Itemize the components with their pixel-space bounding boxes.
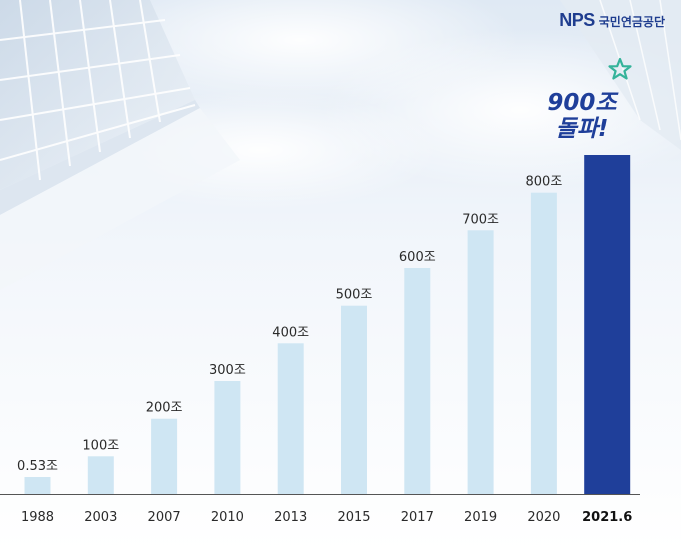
x-tick-2010: 2010: [211, 510, 244, 525]
brand-name: 국민연금공단: [598, 15, 665, 29]
x-tick-2007: 2007: [148, 510, 181, 525]
bar-2019: [467, 230, 494, 495]
x-tick-2017: 2017: [401, 510, 434, 525]
x-tick-2013: 2013: [274, 510, 307, 525]
value-label-2019: 700조: [462, 212, 499, 227]
bar-2015: [341, 305, 367, 494]
value-labels: 0.53조 100조 200조 300조 400조 500조 600조 700조 800조: [17, 175, 562, 474]
brand-logo: NPS 국민연금공단: [559, 10, 665, 31]
bar-2010: [214, 381, 241, 494]
x-tick-2021.6: 2021.6: [582, 510, 632, 525]
value-label-2013: 400조: [272, 325, 309, 340]
star-icon: [608, 57, 632, 80]
bar-1988: [24, 477, 51, 494]
value-label-2007: 200조: [146, 401, 183, 416]
bars: [24, 155, 631, 495]
nps-logo-icon: NPS: [559, 10, 595, 30]
x-tick-2015: 2015: [337, 510, 370, 525]
value-label-2020: 800조: [526, 175, 563, 190]
bar-2003: [87, 456, 114, 494]
bar-2007: [151, 418, 178, 494]
x-tick-1988: 1988: [21, 510, 54, 525]
callout-line-1: 900조: [547, 90, 617, 116]
x-tick-2020: 2020: [527, 510, 560, 525]
x-tick-2019: 2019: [464, 510, 497, 525]
callout-line-2: 돌파!: [555, 116, 609, 142]
value-label-2003: 100조: [82, 438, 119, 453]
bar-2020: [530, 192, 557, 494]
value-label-2015: 500조: [336, 288, 373, 303]
bar-2013: [277, 343, 304, 494]
value-label-1988: 0.53조: [17, 459, 58, 474]
bar-2021.6: [584, 155, 631, 494]
x-tick-2003: 2003: [84, 510, 117, 525]
value-label-2017: 600조: [399, 250, 436, 265]
bar-2017: [404, 268, 431, 494]
milestone-callout: 900조 돌파!: [534, 90, 630, 142]
x-tick-labels: 1988 2003 2007 2010 2013 2015 2017 2019 2020 2021…: [21, 510, 632, 525]
value-label-2010: 300조: [209, 363, 246, 378]
